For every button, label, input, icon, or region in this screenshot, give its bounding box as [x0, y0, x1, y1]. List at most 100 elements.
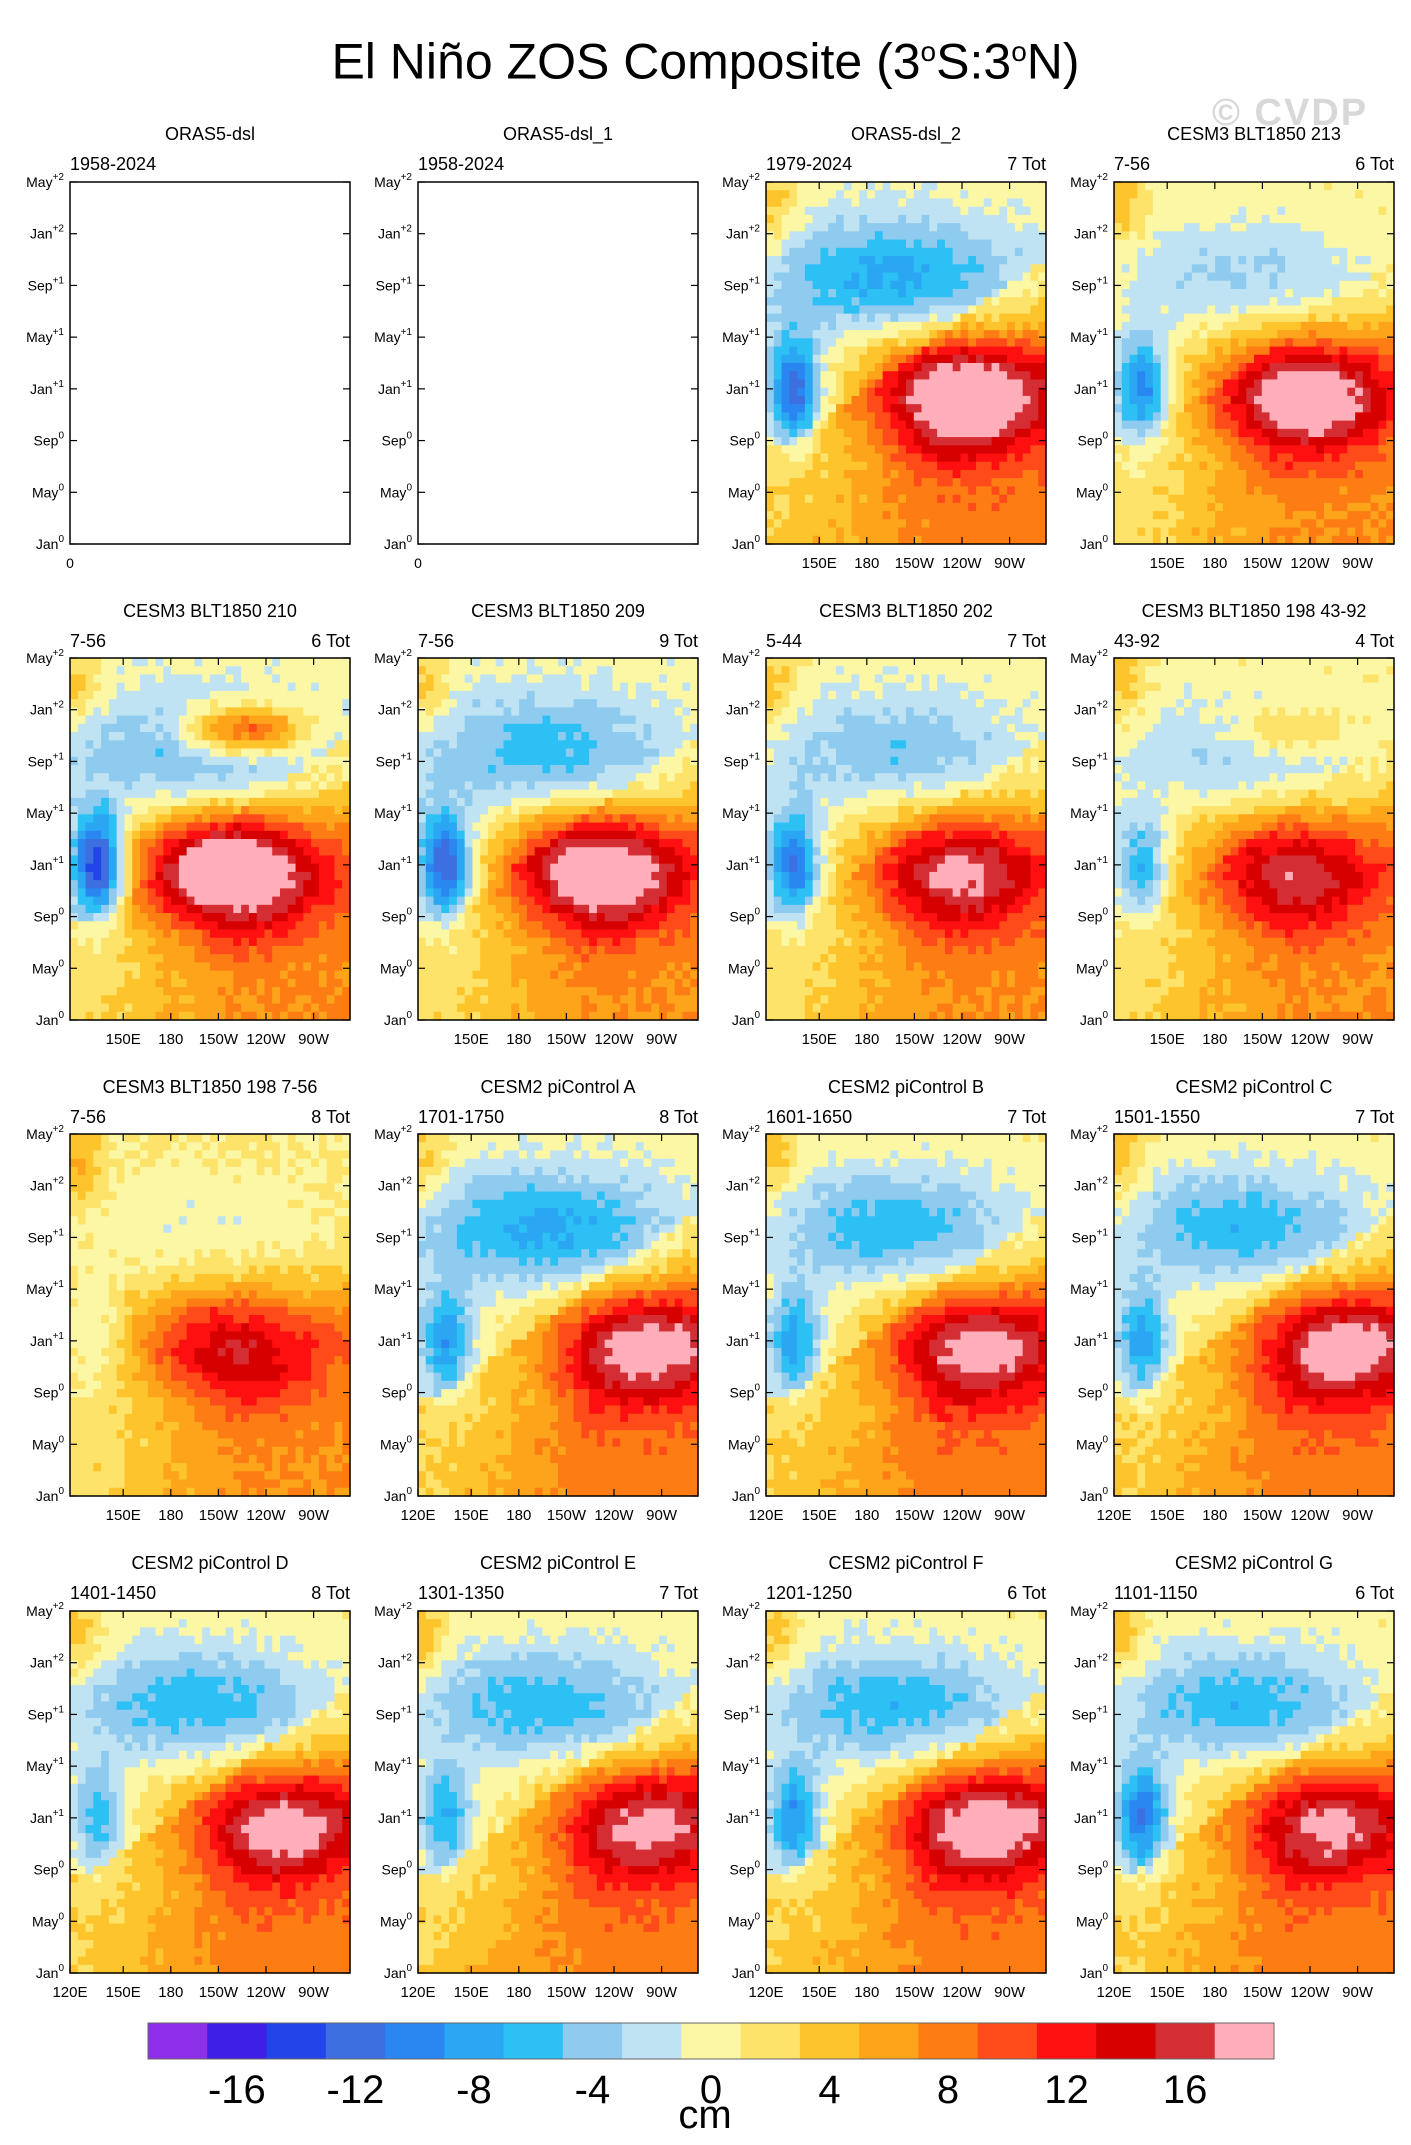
- field-cell: [202, 978, 211, 988]
- field-cell: [342, 921, 351, 931]
- field-cell: [1339, 256, 1348, 265]
- field-cell: [991, 395, 1000, 405]
- field-cell: [1230, 214, 1240, 224]
- field-cell: [85, 1011, 94, 1021]
- field-cell: [264, 699, 273, 708]
- field-cell: [256, 970, 266, 980]
- field-cell: [937, 297, 946, 307]
- field-cell: [1030, 363, 1039, 372]
- field-cell: [132, 987, 141, 996]
- field-cell: [921, 437, 930, 446]
- field-cell: [248, 896, 258, 906]
- field-cell: [1238, 354, 1247, 364]
- field-cell: [1152, 272, 1162, 282]
- field-cell: [797, 363, 806, 372]
- field-cell: [898, 338, 907, 348]
- field-cell: [851, 198, 860, 208]
- field-cell: [1347, 330, 1356, 339]
- field-cell: [1145, 198, 1154, 208]
- field-cell: [1176, 469, 1185, 479]
- field-cell: [1222, 428, 1232, 438]
- field-cell: [804, 330, 814, 339]
- field-cell: [264, 1003, 273, 1013]
- field-cell: [210, 699, 219, 708]
- field-cell: [93, 855, 102, 865]
- field-cell: [906, 198, 915, 208]
- field-cell: [1007, 469, 1016, 479]
- field-cell: [217, 797, 227, 807]
- field-cell: [1152, 305, 1162, 315]
- field-cell: [217, 978, 227, 988]
- field-cell: [186, 797, 196, 807]
- field-cell: [241, 666, 250, 676]
- field-cell: [1254, 379, 1263, 389]
- field-cell: [217, 699, 227, 708]
- field-cell: [248, 806, 258, 815]
- field-cell: [999, 502, 1008, 512]
- field-cell: [836, 428, 845, 438]
- field-cell: [210, 806, 219, 815]
- field-cell: [326, 806, 336, 815]
- field-cell: [1386, 182, 1395, 191]
- field-cell: [1191, 395, 1201, 405]
- field-cell: [983, 198, 993, 208]
- field-cell: [1007, 214, 1016, 224]
- field-cell: [1277, 469, 1286, 479]
- field-cell: [913, 313, 923, 323]
- field-cell: [342, 674, 351, 684]
- field-cell: [804, 519, 814, 529]
- field-cell: [132, 937, 141, 947]
- field-cell: [1316, 395, 1325, 405]
- field-cell: [178, 806, 188, 815]
- field-cell: [163, 748, 172, 758]
- field-cell: [1145, 511, 1154, 520]
- field-cell: [1370, 494, 1380, 504]
- field-cell: [334, 913, 343, 922]
- field-cell: [342, 888, 351, 898]
- field-cell: [1308, 535, 1317, 545]
- field-cell: [132, 863, 141, 873]
- field-cell: [1030, 182, 1039, 191]
- field-cell: [882, 313, 892, 323]
- field-cell: [1129, 420, 1138, 430]
- field-cell: [1038, 239, 1047, 249]
- field-cell: [828, 354, 837, 364]
- field-cell: [991, 256, 1000, 265]
- field-cell: [1129, 453, 1138, 463]
- field-cell: [1191, 387, 1201, 397]
- field-cell: [178, 1003, 188, 1013]
- field-cell: [1331, 198, 1341, 208]
- field-cell: [1030, 190, 1039, 200]
- field-cell: [1378, 412, 1387, 422]
- field-cell: [326, 682, 336, 692]
- field-cell: [1300, 288, 1310, 298]
- field-cell: [1030, 371, 1039, 381]
- field-cell: [906, 272, 915, 282]
- field-cell: [1261, 469, 1271, 479]
- field-cell: [1378, 486, 1387, 496]
- field-cell: [1230, 313, 1240, 323]
- field-cell: [836, 338, 845, 348]
- field-cell: [93, 830, 102, 840]
- field-cell: [1230, 412, 1240, 422]
- field-cell: [1316, 214, 1325, 224]
- field-cell: [1355, 264, 1364, 274]
- field-cell: [867, 272, 876, 282]
- field-cell: [836, 535, 845, 545]
- field-cell: [991, 412, 1000, 422]
- field-cell: [342, 937, 351, 947]
- field-cell: [116, 896, 126, 906]
- field-cell: [773, 420, 783, 430]
- field-cell: [418, 904, 427, 914]
- field-cell: [1339, 511, 1348, 520]
- field-cell: [225, 822, 234, 832]
- field-cell: [210, 839, 219, 848]
- field-cell: [155, 830, 164, 840]
- field-cell: [766, 420, 775, 430]
- field-cell: [1230, 469, 1240, 479]
- field-cell: [1207, 321, 1216, 331]
- field-cell: [1300, 272, 1310, 282]
- field-cell: [1121, 404, 1131, 413]
- field-cell: [256, 871, 266, 881]
- field-cell: [1207, 371, 1216, 381]
